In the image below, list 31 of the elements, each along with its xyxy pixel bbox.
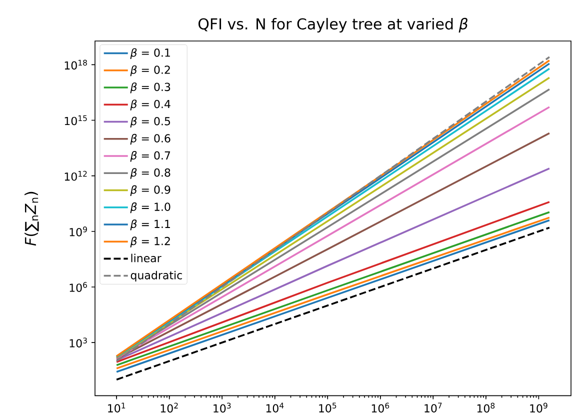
y-tick-label: 10$^{18}$	[64, 60, 87, 70]
y-tick-label: 10$^{12}$	[64, 170, 87, 181]
x-tick-label: 10$^{3}$	[214, 402, 231, 413]
chart-title: QFI vs. N for Cayley tree at varied β	[198, 18, 468, 32]
y-axis-title: F(∑$_{n}$Z$_{n}$)	[24, 192, 39, 246]
legend-label: β = 0.7	[130, 151, 170, 162]
legend-label: β = 0.8	[130, 168, 170, 179]
x-tick-label: 10$^{8}$	[477, 402, 495, 413]
y-tick-label: 10$^{3}$	[70, 338, 87, 348]
x-tick-label: 10$^{6}$	[372, 402, 390, 413]
x-tick-label: 10$^{7}$	[424, 402, 442, 412]
x-tick-label: 10$^{5}$	[319, 402, 336, 412]
x-tick-label: 10$^{4}$	[266, 402, 284, 412]
legend-label: β = 0.9	[130, 185, 170, 196]
legend-label: β = 1.2	[130, 236, 170, 248]
y-tick-label: 10$^{15}$	[64, 115, 87, 126]
legend-label: β = 1.1	[130, 220, 170, 230]
y-tick-label: 10$^{6}$	[70, 282, 87, 292]
x-tick-label: 10$^{9}$	[530, 402, 548, 413]
legend-label: β = 0.4	[130, 100, 170, 110]
legend-label: β = 1.0	[130, 202, 170, 214]
legend-label: β = 0.5	[130, 116, 170, 128]
legend-label: β = 0.2	[130, 65, 170, 76]
y-tick-label: 10$^{9}$	[70, 226, 87, 236]
legend-label: β = 0.6	[130, 134, 170, 145]
legend-label: β = 0.3	[130, 82, 170, 94]
legend-label: quadratic	[130, 270, 182, 282]
x-tick-label: 10$^{2}$	[160, 402, 178, 413]
legend-label: β = 0.1	[130, 48, 170, 59]
x-tick-label: 10$^{1}$	[108, 402, 126, 412]
legend-label: linear	[131, 254, 162, 262]
